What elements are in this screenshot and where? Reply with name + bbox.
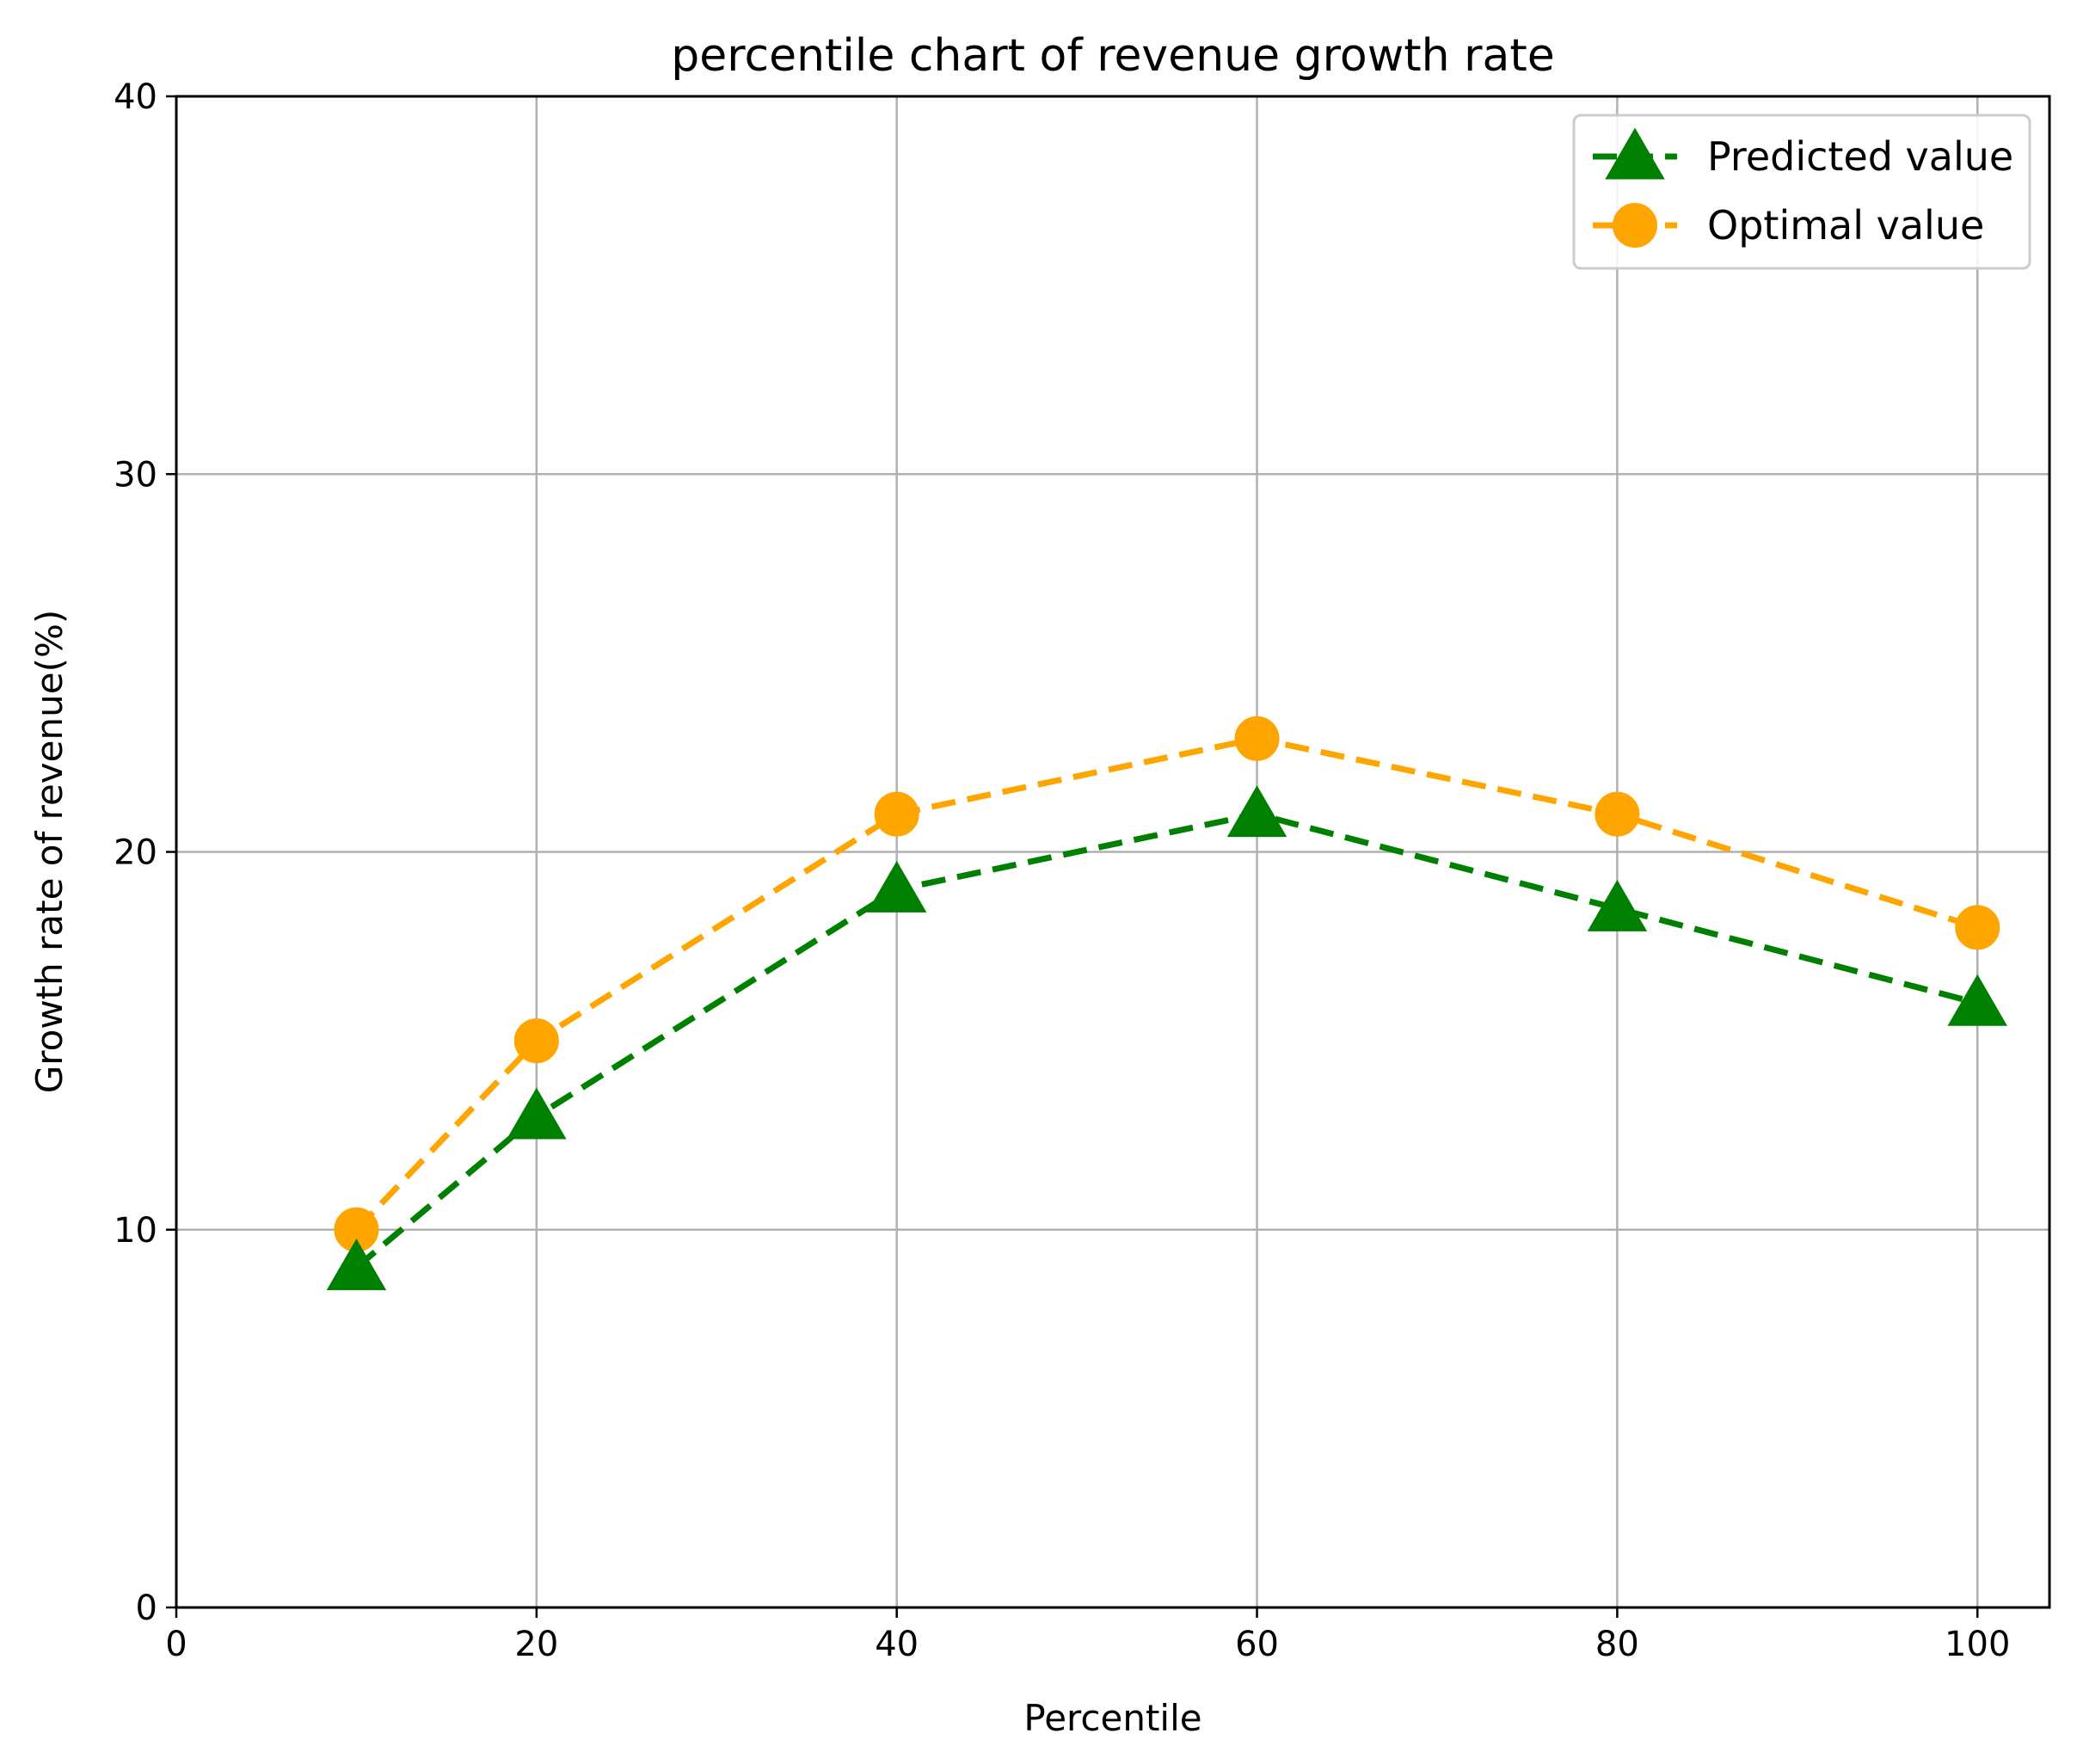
legend-entry: Predicted value	[1593, 127, 2013, 180]
ticks: 0 20 40 60 80 100 0 10 20 30 40	[114, 77, 2010, 1664]
grid	[176, 96, 2049, 1607]
y-tick-label: 0	[136, 1589, 157, 1628]
x-axis-title: Percentile	[1023, 1697, 1201, 1739]
x-tick-label: 20	[514, 1625, 558, 1664]
x-tick-label: 40	[875, 1625, 919, 1664]
x-tick-label: 60	[1235, 1625, 1279, 1664]
x-tick-label: 80	[1595, 1625, 1639, 1664]
data-point	[1234, 716, 1280, 761]
data-point	[326, 1238, 387, 1291]
y-tick-label: 30	[114, 455, 157, 495]
legend-marker	[1605, 127, 1665, 180]
data-point	[1587, 879, 1648, 931]
legend-label: Predicted value	[1707, 133, 2013, 180]
x-tick-label: 100	[1945, 1625, 2010, 1664]
data-point	[507, 1087, 567, 1140]
x-tick-label: 0	[165, 1625, 187, 1664]
data-point	[1226, 785, 1287, 838]
data-point	[866, 860, 927, 913]
chart-title: percentile chart of revenue growth rate	[671, 30, 1554, 82]
series-line	[353, 735, 1979, 1232]
y-tick-label: 20	[114, 833, 157, 873]
data-point	[1947, 974, 2007, 1026]
legend-box	[1572, 114, 2031, 270]
series-predicted	[326, 785, 2007, 1291]
data-point	[874, 791, 919, 837]
data-point	[1595, 791, 1640, 837]
y-tick-label: 40	[114, 77, 157, 117]
legend-marker	[1613, 203, 1657, 248]
y-tick-label: 10	[114, 1211, 157, 1251]
y-axis-title: Growth rate of revenue(%)	[28, 610, 71, 1094]
legend-entry: Optimal value	[1593, 202, 1984, 249]
data-point	[1955, 905, 2000, 950]
legend: Predicted value Optimal value	[1572, 114, 2031, 270]
data-point	[513, 1018, 559, 1064]
legend-label: Optimal value	[1707, 202, 1984, 249]
series-optimal	[334, 716, 2000, 1252]
series-line	[354, 811, 1979, 1270]
series-layer	[326, 716, 2007, 1291]
